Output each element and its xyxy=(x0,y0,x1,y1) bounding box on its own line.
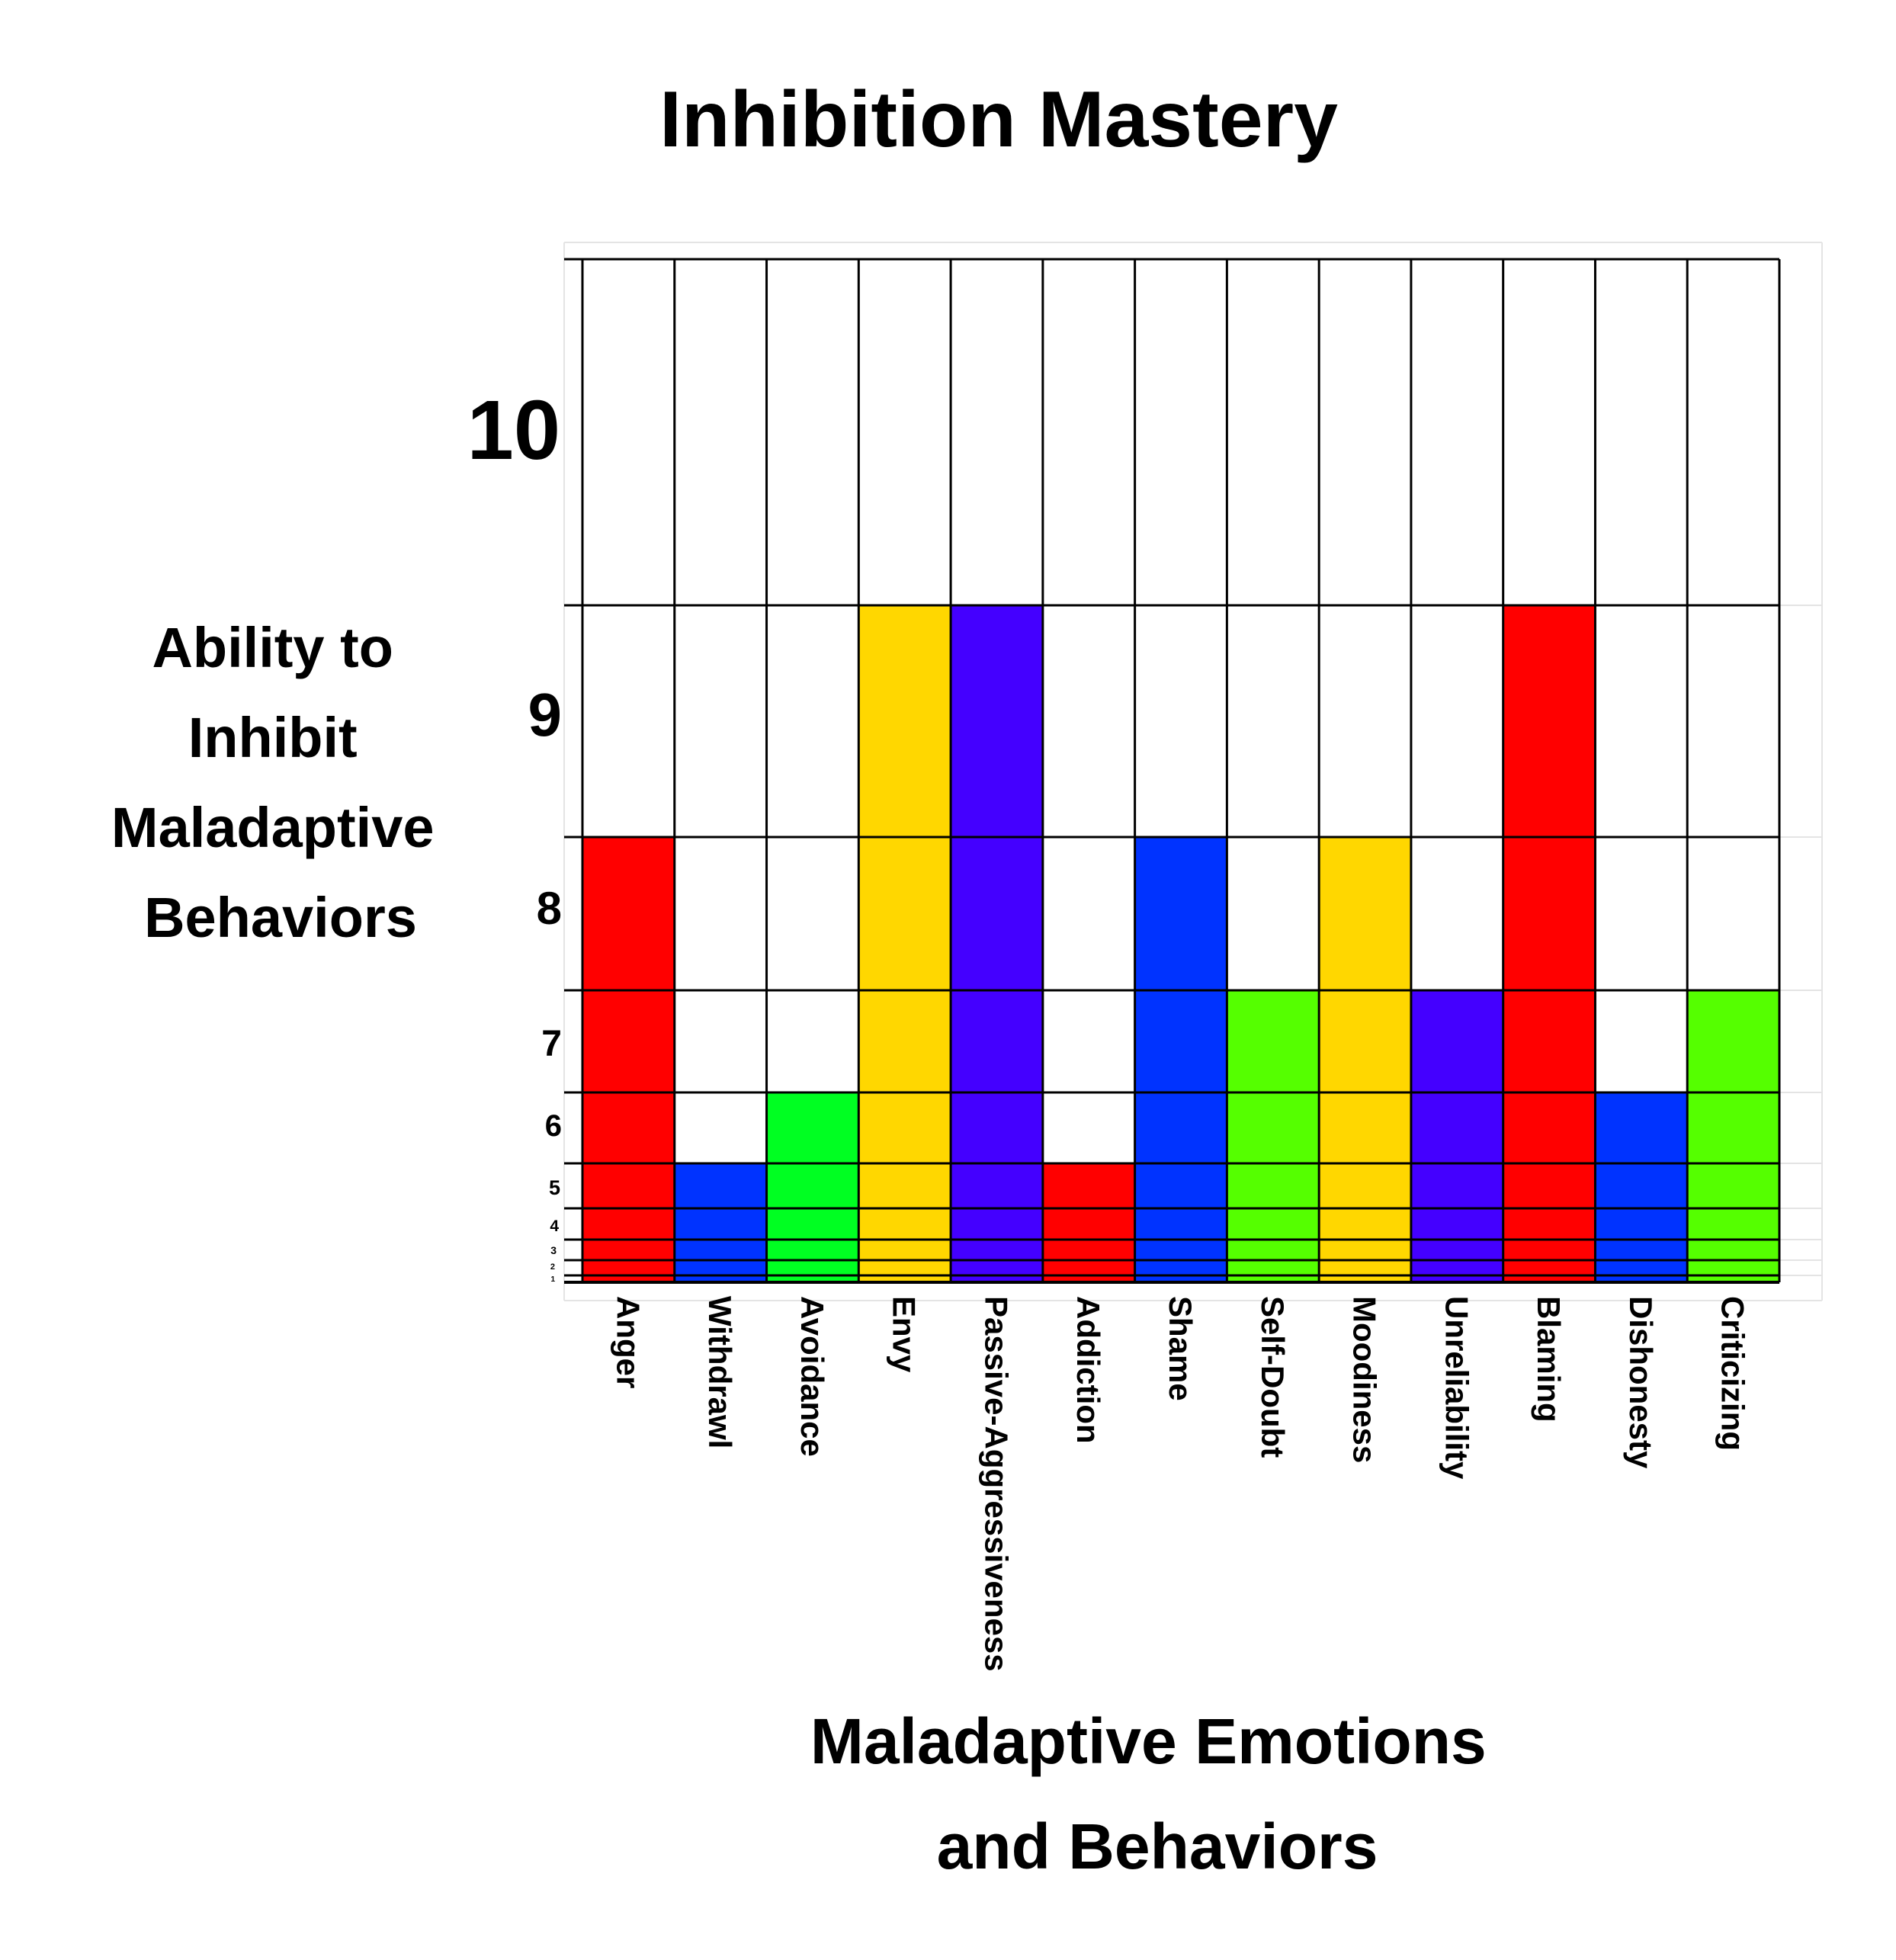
x-tick-label-shame: Shame xyxy=(1163,1296,1198,1401)
y-tick-labels: 1 2 3 4 5 6 7 8 9 10 xyxy=(467,383,562,1284)
bar-self-doubt xyxy=(1227,990,1320,1282)
x-tick-label-self-doubt: Self-Doubt xyxy=(1255,1296,1291,1458)
bar-anger xyxy=(582,837,675,1282)
y-tick-label-9: 9 xyxy=(528,681,563,749)
bar-blaming xyxy=(1503,605,1596,1282)
y-tick-label-6: 6 xyxy=(545,1109,562,1143)
y-axis-label-line-2: Inhibit xyxy=(188,706,358,769)
y-tick-label-2: 2 xyxy=(550,1262,555,1272)
x-tick-label-withdrawl: Withdrawl xyxy=(702,1296,738,1448)
x-tick-label-anger: Anger xyxy=(610,1296,646,1388)
y-tick-label-5: 5 xyxy=(549,1176,560,1199)
y-axis-label-line-3: Maladaptive xyxy=(111,796,435,859)
x-tick-label-avoidance: Avoidance xyxy=(794,1296,830,1457)
bar-passive-aggressiveness xyxy=(951,605,1043,1282)
x-tick-label-addiction: Addiction xyxy=(1070,1296,1106,1444)
y-tick-label-4: 4 xyxy=(550,1217,559,1235)
x-tick-label-moodiness: Moodiness xyxy=(1347,1296,1383,1463)
y-tick-label-1: 1 xyxy=(550,1275,555,1284)
y-tick-label-7: 7 xyxy=(541,1024,562,1064)
bar-avoidance xyxy=(766,1092,859,1282)
x-tick-label-dishonesty: Dishonesty xyxy=(1623,1296,1659,1469)
bar-moodiness xyxy=(1319,837,1411,1282)
y-tick-label-3: 3 xyxy=(550,1244,557,1256)
x-tick-labels: Anger Withdrawl Avoidance Envy Passive-Aggre… xyxy=(610,1296,1750,1672)
x-tick-label-passive-aggressiveness: Passive-Aggressiveness xyxy=(978,1296,1014,1672)
bar-withdrawl xyxy=(674,1163,767,1282)
bars xyxy=(582,605,1779,1282)
x-axis-label-line-2: and Behaviors xyxy=(937,1811,1378,1882)
x-tick-label-criticizing: Criticizing xyxy=(1715,1296,1751,1451)
bar-unreliability xyxy=(1410,990,1503,1282)
x-axis-label: Maladaptive Emotions and Behaviors xyxy=(810,1705,1504,1882)
x-tick-label-unreliability: Unreliability xyxy=(1439,1296,1474,1480)
chart-title: Inhibition Mastery xyxy=(659,75,1338,164)
y-tick-label-8: 8 xyxy=(537,883,562,934)
bar-shame xyxy=(1134,837,1227,1282)
y-axis-label: Ability to Inhibit Maladaptive Behaviors xyxy=(111,616,450,949)
x-axis-label-line-1: Maladaptive Emotions xyxy=(810,1705,1487,1777)
y-axis-label-line-1: Ability to xyxy=(152,616,393,679)
y-tick-label-10: 10 xyxy=(467,383,560,477)
y-axis-label-line-4: Behaviors xyxy=(144,886,417,949)
bar-dishonesty xyxy=(1595,1092,1688,1282)
x-tick-label-blaming: Blaming xyxy=(1531,1296,1567,1423)
bar-criticizing xyxy=(1687,990,1779,1282)
x-tick-label-envy: Envy xyxy=(887,1296,922,1373)
bar-addiction xyxy=(1042,1163,1135,1282)
column-dividers xyxy=(581,259,1781,1282)
bar-envy xyxy=(858,605,951,1282)
